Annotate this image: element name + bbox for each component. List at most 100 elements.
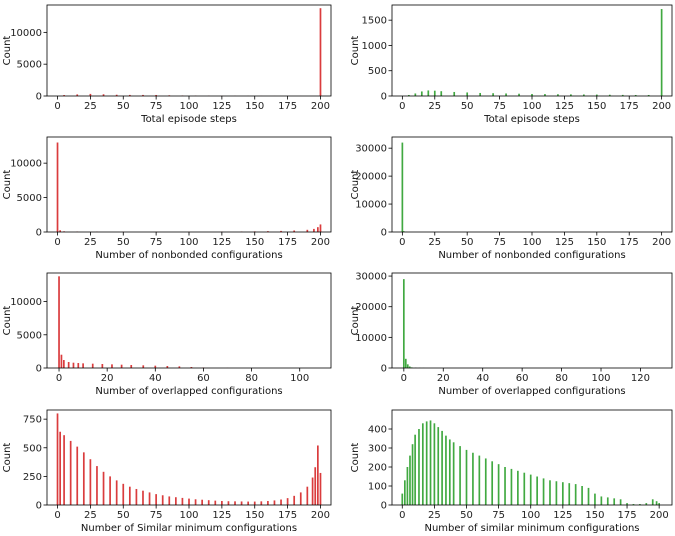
- bar-2-15: [570, 94, 572, 96]
- x-tick-label: 25: [428, 237, 441, 248]
- x-tick-label: 40: [476, 373, 489, 384]
- bar-7-11: [122, 483, 125, 505]
- bar-1-19: [319, 8, 322, 96]
- x-tick-label: 20: [437, 373, 450, 384]
- bar-1-5: [128, 94, 131, 96]
- bar-2-21: [647, 94, 650, 96]
- bar-7-40: [311, 477, 314, 505]
- y-tick-label: 5000: [17, 60, 42, 71]
- x-tick-label: 50: [461, 101, 474, 112]
- bar-3-16: [317, 227, 319, 232]
- bar-2-0: [408, 94, 410, 96]
- bar-2-8: [479, 92, 481, 96]
- x-tick-label: 175: [278, 510, 297, 521]
- x-tick-label: 40: [149, 373, 162, 384]
- bar-8-31: [555, 481, 558, 505]
- bar-7-16: [155, 494, 157, 505]
- bar-5-13: [154, 365, 157, 368]
- x-axis-label: Number of overlapped configurations: [95, 386, 282, 397]
- bar-7-5: [82, 452, 85, 505]
- bar-5-3: [67, 362, 70, 368]
- bar-5-10: [120, 364, 123, 368]
- bar-3-12: [280, 230, 282, 232]
- bar-7-19: [175, 497, 177, 505]
- chart-panel-5: 0 20 40 60 80 100 0 5000 10000 Number of overlapp…: [2, 272, 332, 397]
- x-axis-label: Number of nonbonded configurations: [95, 250, 282, 261]
- bar-8-42: [626, 503, 628, 505]
- x-tick-label: 125: [555, 101, 574, 112]
- bar-8-5: [414, 434, 416, 505]
- x-axis-label: Number of nonbonded configurations: [438, 250, 625, 261]
- bar-8-13: [445, 435, 447, 505]
- bar-2-6: [453, 91, 456, 96]
- bar-2-16: [583, 94, 585, 96]
- y-axis-label: Count: [2, 306, 13, 336]
- bar-8-18: [472, 452, 474, 505]
- bar-7-43: [319, 472, 322, 505]
- bar-1-0: [63, 95, 65, 96]
- bar-2-9: [492, 93, 494, 96]
- x-tick-label: 0: [54, 237, 60, 248]
- bar-8-11: [437, 427, 440, 505]
- x-tick-label: 175: [620, 237, 639, 248]
- y-tick-label: 0: [36, 92, 42, 103]
- bar-8-36: [587, 487, 590, 505]
- bar-7-33: [267, 500, 269, 505]
- x-tick-label: 75: [150, 237, 163, 248]
- x-tick-label: 100: [179, 510, 198, 521]
- bar-8-22: [497, 464, 500, 505]
- bar-8-39: [606, 497, 609, 505]
- bar-8-37: [594, 493, 596, 505]
- x-tick-label: 150: [587, 101, 606, 112]
- bar-7-24: [207, 500, 210, 505]
- bar-2-17: [595, 94, 598, 96]
- bar-7-8: [102, 471, 105, 505]
- x-tick-label: 100: [522, 101, 541, 112]
- bar-7-39: [306, 486, 309, 505]
- bar-7-13: [135, 488, 138, 505]
- bar-8-10: [433, 423, 436, 505]
- x-tick-label: 50: [117, 510, 130, 521]
- bar-7-35: [280, 499, 282, 505]
- bar-7-34: [273, 500, 276, 505]
- bar-2-13: [544, 94, 546, 96]
- bar-5-0: [58, 276, 60, 368]
- bar-1-7: [155, 94, 157, 96]
- x-tick-label: 60: [197, 373, 210, 384]
- bar-7-29: [240, 501, 243, 505]
- chart-panel-2: 0 25 50 75 100 125 150 175 200 0 500 1000 1500 Total …: [350, 4, 673, 125]
- bar-2-11: [518, 93, 520, 96]
- y-tick-label: 0: [36, 501, 42, 512]
- bar-2-1: [414, 93, 417, 96]
- bar-2-19: [621, 94, 624, 96]
- bar-8-1: [404, 480, 406, 505]
- bar-8-14: [448, 439, 451, 505]
- x-tick-label: 125: [555, 237, 574, 248]
- bar-3-17: [319, 224, 322, 232]
- bar-8-0: [401, 493, 404, 505]
- bar-7-10: [115, 480, 118, 505]
- bar-8-44: [639, 504, 641, 505]
- bar-8-4: [411, 444, 414, 505]
- bar-8-2: [406, 467, 409, 505]
- bar-7-9: [109, 476, 111, 505]
- axes-frame: [46, 272, 332, 369]
- bar-7-38: [299, 492, 302, 505]
- x-tick-label: 100: [290, 373, 309, 384]
- y-axis-label: Count: [350, 170, 361, 200]
- bar-8-20: [484, 458, 487, 505]
- bar-8-40: [613, 498, 616, 505]
- x-tick-label: 100: [591, 373, 610, 384]
- bar-3-15: [313, 228, 315, 232]
- x-tick-label: 75: [493, 101, 506, 112]
- y-tick-label: 1000: [362, 41, 387, 52]
- x-tick-label: 75: [150, 101, 163, 112]
- bar-8-19: [478, 455, 481, 505]
- bar-7-25: [214, 500, 217, 505]
- x-tick-label: 200: [311, 237, 330, 248]
- x-tick-label: 125: [212, 510, 231, 521]
- bar-8-16: [459, 446, 461, 505]
- bar-7-18: [168, 496, 171, 505]
- x-tick-label: 100: [179, 237, 198, 248]
